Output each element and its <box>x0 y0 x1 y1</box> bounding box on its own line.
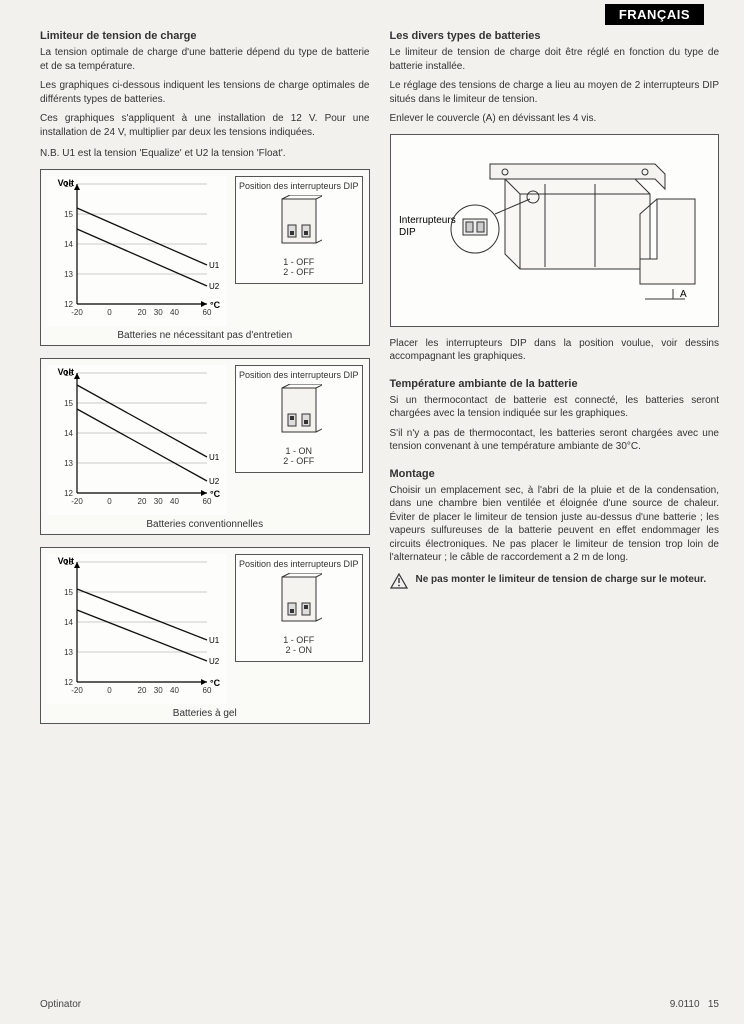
svg-text:U2: U2 <box>209 282 220 291</box>
footer-code: 9.0110 <box>670 999 700 1010</box>
svg-text:30: 30 <box>154 308 163 317</box>
left-p1: La tension optimale de charge d'une batt… <box>40 46 370 73</box>
dip-icon-1 <box>276 195 322 253</box>
section-battery-types: Les divers types de batteries Le limiteu… <box>390 30 720 364</box>
chart-1-svg: 1213141516-20020304060Volt°CU1U2 <box>47 176 227 326</box>
warning-icon <box>390 573 408 589</box>
device-diagram: A Interrupteurs DIP <box>390 134 720 327</box>
right-column: Les divers types de batteries Le limiteu… <box>390 30 720 736</box>
svg-text:U2: U2 <box>209 477 220 486</box>
language-tab: FRANÇAIS <box>605 4 704 25</box>
left-p2: Les graphiques ci-dessous indiquent les … <box>40 79 370 106</box>
diagram-label-2: DIP <box>399 227 416 238</box>
chart-3-caption: Batteries à gel <box>47 708 363 719</box>
svg-text:U1: U1 <box>209 261 220 270</box>
svg-text:40: 40 <box>170 497 179 506</box>
footer-product: Optinator <box>40 999 81 1010</box>
svg-text:20: 20 <box>138 497 147 506</box>
diagram-a-label: A <box>680 289 687 300</box>
device-diagram-svg: A Interrupteurs DIP <box>395 139 705 319</box>
dip-icon-2 <box>276 384 322 442</box>
svg-text:U1: U1 <box>209 636 220 645</box>
dip-box-3: Position des interrupteurs DIP 1 - OFF 2… <box>235 554 363 662</box>
dip-3-line2: 2 - ON <box>238 645 360 655</box>
s2-title: Température ambiante de la batterie <box>390 378 720 390</box>
svg-text:Volt: Volt <box>58 556 74 566</box>
s1-p3: Enlever le couvercle (A) en dévissant le… <box>390 112 720 126</box>
s2-p1: Si un thermocontact de batterie est conn… <box>390 394 720 421</box>
left-nb: N.B. U1 est la tension 'Equalize' et U2 … <box>40 147 370 161</box>
chart-2-svg: 1213141516-20020304060Volt°CU1U2 <box>47 365 227 515</box>
diagram-label-1: Interrupteurs <box>399 215 456 226</box>
svg-text:°C: °C <box>210 489 221 499</box>
svg-text:15: 15 <box>64 588 73 597</box>
s3-p1: Choisir un emplacement sec, à l'abri de … <box>390 484 720 565</box>
svg-text:Volt: Volt <box>58 367 74 377</box>
svg-text:20: 20 <box>138 308 147 317</box>
svg-text:40: 40 <box>170 686 179 695</box>
dip-title-2: Position des interrupteurs DIP <box>238 370 360 380</box>
svg-text:13: 13 <box>64 648 73 657</box>
svg-text:U1: U1 <box>209 453 220 462</box>
s1-p4: Placer les interrupteurs DIP dans la pos… <box>390 337 720 364</box>
svg-text:-20: -20 <box>71 686 83 695</box>
page-footer: Optinator 9.0110 15 <box>40 999 719 1010</box>
svg-text:14: 14 <box>64 618 73 627</box>
chart-3-svg: 1213141516-20020304060Volt°CU1U2 <box>47 554 227 704</box>
left-column: Limiteur de tension de charge La tension… <box>40 30 370 736</box>
warning-row: Ne pas monter le limiteur de tension de … <box>390 573 720 593</box>
svg-text:-20: -20 <box>71 497 83 506</box>
chart-1-caption: Batteries ne nécessitant pas d'entretien <box>47 330 363 341</box>
section-montage: Montage Choisir un emplacement sec, à l'… <box>390 468 720 593</box>
dip-1-line1: 1 - OFF <box>238 257 360 267</box>
svg-text:U2: U2 <box>209 657 220 666</box>
dip-title-1: Position des interrupteurs DIP <box>238 181 360 191</box>
svg-text:14: 14 <box>64 240 73 249</box>
svg-text:30: 30 <box>154 686 163 695</box>
dip-title-3: Position des interrupteurs DIP <box>238 559 360 569</box>
warning-text: Ne pas monter le limiteur de tension de … <box>416 573 707 587</box>
s1-title: Les divers types de batteries <box>390 30 720 42</box>
dip-box-1: Position des interrupteurs DIP 1 - OFF 2… <box>235 176 363 284</box>
svg-text:Volt: Volt <box>58 178 74 188</box>
svg-text:40: 40 <box>170 308 179 317</box>
svg-text:0: 0 <box>107 308 112 317</box>
dip-2-line2: 2 - OFF <box>238 456 360 466</box>
dip-box-2: Position des interrupteurs DIP 1 - ON 2 … <box>235 365 363 473</box>
s2-p2: S'il n'y a pas de thermocontact, les bat… <box>390 427 720 454</box>
chart-2-caption: Batteries conventionnelles <box>47 519 363 530</box>
svg-text:13: 13 <box>64 270 73 279</box>
dip-1-line2: 2 - OFF <box>238 267 360 277</box>
section-temperature: Température ambiante de la batterie Si u… <box>390 378 720 454</box>
dip-3-line1: 1 - OFF <box>238 635 360 645</box>
chart-block-2: 1213141516-20020304060Volt°CU1U2 Positio… <box>40 358 370 535</box>
svg-text:30: 30 <box>154 497 163 506</box>
left-title: Limiteur de tension de charge <box>40 30 370 42</box>
dip-2-line1: 1 - ON <box>238 446 360 456</box>
svg-text:15: 15 <box>64 210 73 219</box>
svg-text:0: 0 <box>107 686 112 695</box>
svg-text:20: 20 <box>138 686 147 695</box>
svg-text:°C: °C <box>210 300 221 310</box>
svg-text:-20: -20 <box>71 308 83 317</box>
svg-text:15: 15 <box>64 399 73 408</box>
s3-title: Montage <box>390 468 720 480</box>
chart-block-1: 1213141516-20020304060Volt°CU1U2 Positio… <box>40 169 370 346</box>
s1-p1: Le limiteur de tension de charge doit êt… <box>390 46 720 73</box>
svg-text:°C: °C <box>210 678 221 688</box>
left-p3: Ces graphiques s'appliquent à une instal… <box>40 112 370 139</box>
dip-icon-3 <box>276 573 322 631</box>
svg-text:14: 14 <box>64 429 73 438</box>
svg-text:0: 0 <box>107 497 112 506</box>
page-body: Limiteur de tension de charge La tension… <box>0 0 744 756</box>
s1-p2: Le réglage des tensions de charge a lieu… <box>390 79 720 106</box>
svg-text:13: 13 <box>64 459 73 468</box>
footer-page: 15 <box>708 999 719 1010</box>
chart-block-3: 1213141516-20020304060Volt°CU1U2 Positio… <box>40 547 370 724</box>
